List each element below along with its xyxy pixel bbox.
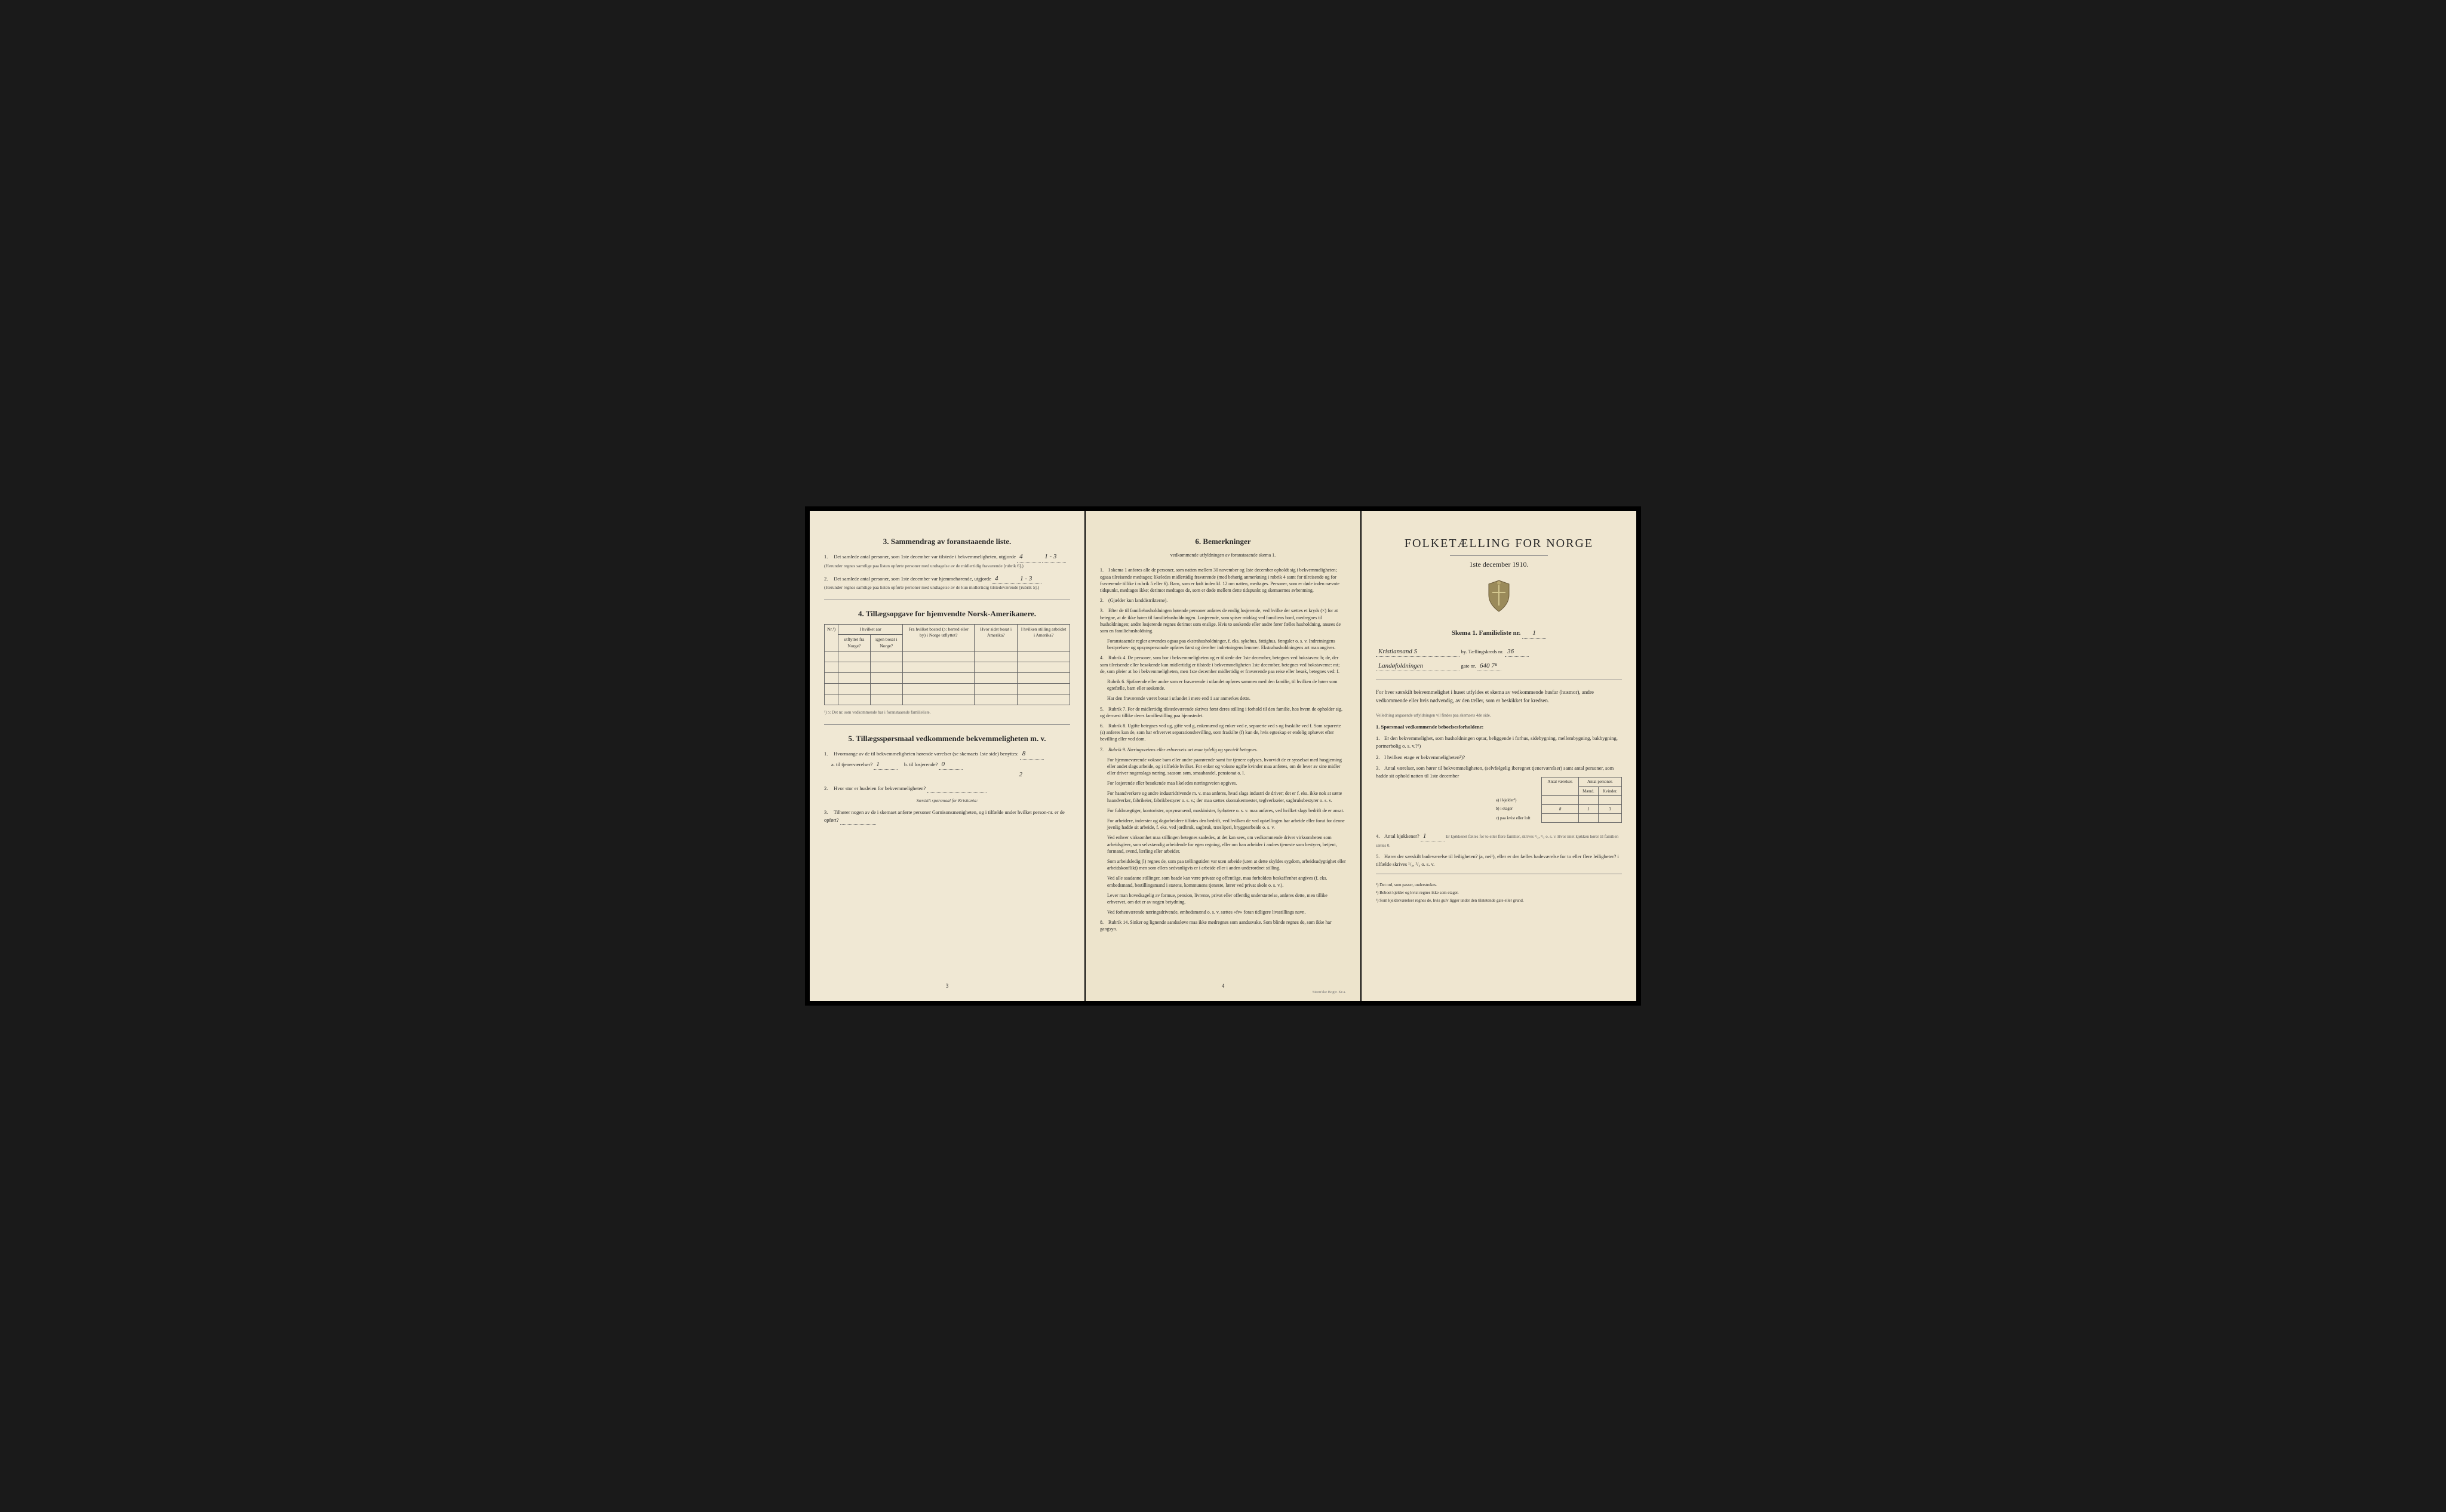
intro-text: For hver særskilt bekvemmelighet i huset…: [1376, 689, 1622, 705]
table-row: [825, 662, 1070, 673]
th-stilling: I hvilken stilling arbeidet i Amerika?: [1018, 624, 1070, 651]
fn1: ¹) Det ord, som passer, understrekes.: [1376, 883, 1622, 889]
document-tri-fold: 3. Sammendrag av foranstaaende liste. 1.…: [805, 506, 1641, 1006]
para-4b: Rubrik 6. Sjøfarende eller andre som er …: [1107, 678, 1346, 692]
table-row: [825, 684, 1070, 694]
table-row: [825, 651, 1070, 662]
city-name: Kristiansand S: [1376, 647, 1459, 657]
th-sidst: Hvor sidst bosat i Amerika?: [975, 624, 1018, 651]
q1: 1.Er den bekvemmelighet, som husholdning…: [1376, 735, 1622, 750]
city-line: Kristiansand S by. Tællingskreds nr. 36: [1376, 647, 1622, 657]
para-7f: Ved enhver virksomhet maa stillingen bet…: [1107, 834, 1346, 855]
s3-val2a: 4: [992, 574, 1016, 585]
amerikanere-table: Nr.¹) I hvilket aar Fra hvilket bosted (…: [824, 624, 1070, 706]
para-8: 8.Rubrik 14. Sinker og lignende aandsslø…: [1100, 919, 1346, 932]
para-4c: Har den fraværende været bosat i utlande…: [1107, 695, 1346, 702]
para-3b: Foranstaaende regler anvendes ogsaa paa …: [1107, 638, 1346, 651]
para-2: 2.(Gjælder kun landdistrikterne).: [1100, 597, 1346, 604]
s5-val1: 8: [1020, 749, 1044, 760]
q4: 4.Antal kjøkkener? 1 Er kjøkkenet fælles…: [1376, 831, 1622, 849]
printer-mark: Steen'ske Bogtr. Kr.a.: [1313, 989, 1346, 995]
s3-note1: (Herunder regnes samtlige paa listen opf…: [824, 563, 1070, 569]
table-row: [825, 673, 1070, 684]
q4-val: 1: [1421, 831, 1445, 842]
title-rule: [1450, 555, 1548, 556]
val-b3: 3: [1599, 804, 1622, 814]
gate-nr: 640 7ᴮ: [1477, 662, 1501, 671]
s3-note2: (Herunder regnes samtlige paa listen opf…: [824, 584, 1070, 591]
s5-vala: 1: [874, 760, 898, 770]
th-aar: I hvilket aar: [838, 624, 903, 635]
rooms-table: Antal værelser. Antal personer. Mænd. Kv…: [1494, 777, 1622, 823]
table-row: b) i etager 8 1 3: [1494, 804, 1622, 814]
para-7: 7.Rubrik 9. Næringsveiens eller erhverve…: [1100, 746, 1346, 753]
list-nr: 1: [1522, 629, 1546, 638]
section3-title: 3. Sammendrag av foranstaaende liste.: [824, 536, 1070, 547]
th-nr: Nr.¹): [825, 624, 838, 651]
section6-subtitle: vedkommende utfyldningen av foranstaaend…: [1100, 552, 1346, 558]
val-b1: 8: [1542, 804, 1578, 814]
para-7d: For fuldmægtiger, kontorister, opsynsmæn…: [1107, 807, 1346, 814]
s3-item1: 1. Det samlede antal personer, som 1ste …: [824, 552, 1070, 569]
table-row: c) paa kvist eller loft: [1494, 814, 1622, 823]
para-5: 5.Rubrik 7. For de midlertidig tilstedev…: [1100, 706, 1346, 719]
para-7j: Ved forhenværende næringsdrivende, embed…: [1107, 909, 1346, 915]
street-name: Landøfoldningen: [1376, 662, 1459, 671]
para-6: 6.Rubrik 8. Ugifte betegnes ved ug, gift…: [1100, 723, 1346, 743]
skema-line: Skema 1. Familieliste nr. 1: [1376, 629, 1622, 638]
s5-item2: 2. Hvor stor er husleien for bekvemmelig…: [824, 785, 1070, 793]
para-7g: Som arbeidsledig (l) regnes de, som paa …: [1107, 858, 1346, 871]
street-line: Landøfoldningen gate nr. 640 7ᴮ: [1376, 662, 1622, 671]
q2: 2.I hvilken etage er bekvemmeligheten²)?: [1376, 754, 1622, 761]
para-7e: For arbeidere, inderster og dagarbeidere…: [1107, 818, 1346, 831]
page-3: 3. Sammendrag av foranstaaende liste. 1.…: [810, 511, 1084, 1001]
section5-title: 5. Tillægsspørsmaal vedkommende bekvemme…: [824, 733, 1070, 744]
fn2: ²) Beboet kjelder og kvist regnes ikke s…: [1376, 890, 1622, 896]
fn3: ³) Som kjelderværelser regnes de, hvis g…: [1376, 898, 1622, 904]
para-7b: For losjerende eller besøkende maa likel…: [1107, 780, 1346, 786]
s3-val2b: 1 - 3: [1018, 574, 1041, 585]
section4-title: 4. Tillægsopgave for hjemvendte Norsk-Am…: [824, 609, 1070, 619]
veiledning: Veiledning angaaende utfyldningen vil fi…: [1376, 713, 1622, 719]
th-utflyttet: utflyttet fra Norge?: [838, 635, 870, 651]
page-4: 6. Bemerkninger vedkommende utfyldningen…: [1086, 511, 1360, 1001]
table-row: a) i kjelder³): [1494, 796, 1622, 805]
date: 1ste december 1910.: [1376, 560, 1622, 570]
divider: [824, 724, 1070, 725]
main-title: FOLKETÆLLING FOR NORGE: [1376, 535, 1622, 552]
s5-item1: 1. Hvormange av de til bekvemmeligheten …: [824, 749, 1070, 780]
question-list: 1. Spørsmaal vedkommende beboelsesforhol…: [1376, 724, 1622, 868]
s3-val1a: 4: [1017, 552, 1041, 563]
s3-item2: 2. Det samlede antal personer, som 1ste …: [824, 574, 1070, 591]
page-number: 3: [946, 982, 949, 990]
s3-val1b: 1 - 3: [1042, 552, 1066, 563]
para-7c: For haandverkere og andre industridriven…: [1107, 790, 1346, 803]
coat-of-arms-icon: [1376, 579, 1622, 620]
s4-footnote: ¹) ɔ: Det nr. som vedkommende har i fora…: [824, 710, 1070, 716]
page-1-title: FOLKETÆLLING FOR NORGE 1ste december 191…: [1362, 511, 1636, 1001]
val-b2: 1: [1578, 804, 1598, 814]
q3: 3.Antal værelser, som hører til bekvemme…: [1376, 764, 1622, 827]
section6-title: 6. Bemerkninger: [1100, 536, 1346, 547]
s5-valb: 0: [939, 760, 963, 770]
table-row: [825, 694, 1070, 705]
para-7i: Lever man hovedsagelig av formue, pensio…: [1107, 892, 1346, 905]
q-title: 1. Spørsmaal vedkommende beboelsesforhol…: [1376, 724, 1622, 731]
para-7a: For hjemmeværende voksne barn eller andr…: [1107, 757, 1346, 777]
s5-item3: 3. Tilhører nogen av de i skemaet anført…: [824, 809, 1070, 825]
para-3: 3.Efter de til familiehusholdningen høre…: [1100, 607, 1346, 634]
para-4: 4.Rubrik 4. De personer, som bor i bekve…: [1100, 654, 1346, 675]
kristiania-note: Særskilt spørsmaal for Kristiania:: [824, 798, 1070, 804]
th-igjen: igjen bosat i Norge?: [870, 635, 902, 651]
q5: 5.Hører der særskilt badeværelse til lei…: [1376, 853, 1622, 868]
th-bosted: Fra hvilket bosted (ɔ: herred eller by) …: [903, 624, 975, 651]
para-7h: Ved alle saadanne stillinger, som baade …: [1107, 875, 1346, 888]
page-number: 4: [1222, 982, 1225, 990]
kreds-nr: 36: [1505, 647, 1529, 657]
para-1: 1.I skema 1 anføres alle de personer, so…: [1100, 567, 1346, 594]
s5-valb2: 2: [1019, 771, 1023, 778]
